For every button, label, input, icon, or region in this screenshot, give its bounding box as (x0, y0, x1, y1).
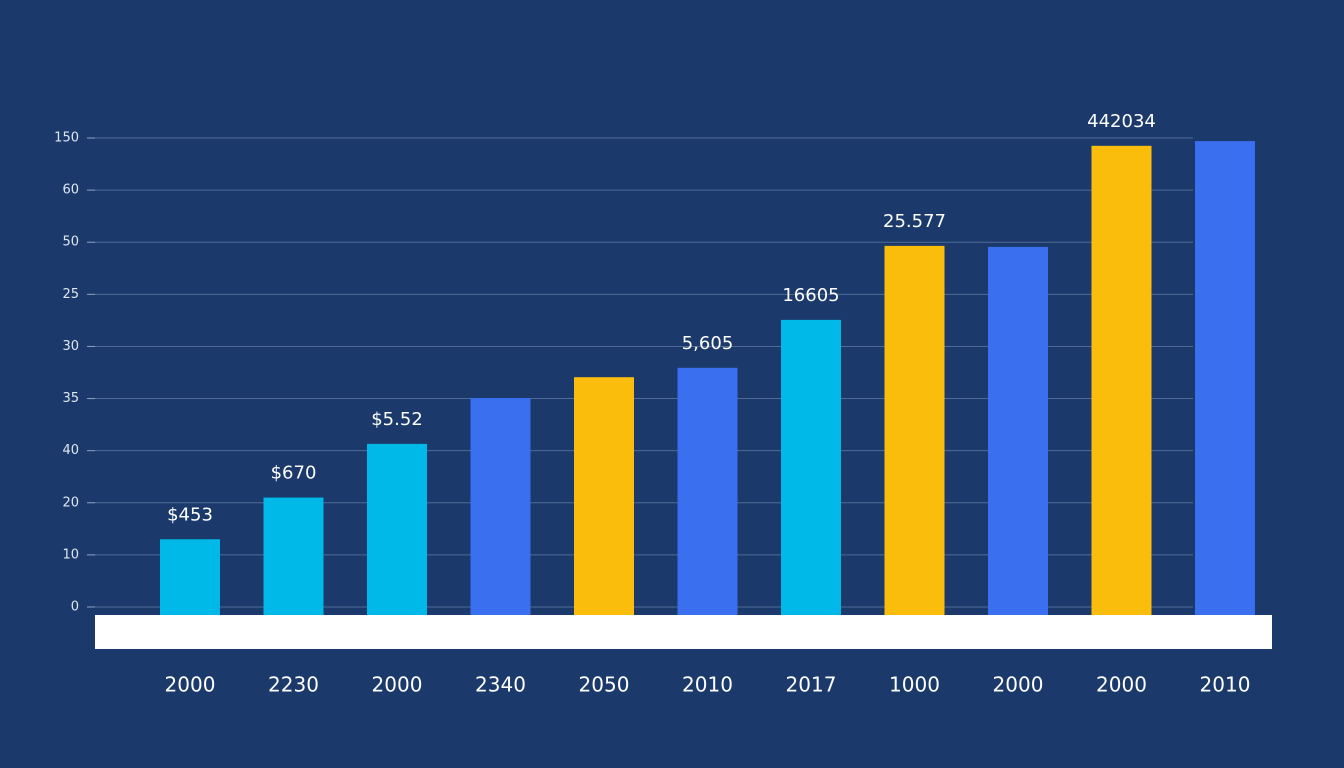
annotation: 5,605 (682, 333, 734, 354)
x-tick-label: 2000 (372, 673, 423, 697)
x-tick-label: 2017 (786, 673, 837, 697)
annotation: $670 (271, 463, 317, 484)
bar (1195, 141, 1255, 616)
y-tick-label: 25 (62, 287, 79, 302)
annotation: 25.577 (883, 211, 946, 232)
x-tick-label: 2000 (993, 673, 1044, 697)
annotation: 442034 (1087, 111, 1156, 132)
x-tick-label: 2050 (579, 673, 630, 697)
annotation: $5.52 (371, 409, 423, 430)
x-tick-label: 2000 (1096, 673, 1147, 697)
annotation: 16605 (782, 285, 839, 306)
bar (574, 377, 634, 615)
y-tick-label: 30 (62, 339, 79, 354)
y-tick-label: 150 (54, 131, 79, 146)
bar (988, 246, 1048, 615)
bar (884, 245, 945, 615)
y-tick-label: 0 (71, 600, 79, 615)
x-tick-label: 2010 (1200, 673, 1251, 697)
bar (781, 319, 841, 615)
bar (677, 367, 738, 615)
bar (1091, 145, 1152, 616)
x-tick-label: 2230 (268, 673, 319, 697)
y-tick-label: 35 (62, 391, 79, 406)
y-tick-label: 10 (62, 547, 79, 562)
bar (160, 539, 220, 615)
bar (470, 398, 531, 615)
bar (367, 443, 427, 615)
x-tick-label: 2010 (682, 673, 733, 697)
x-tick-label: 2000 (165, 673, 216, 697)
bar (263, 497, 324, 615)
annotation: $453 (167, 504, 213, 525)
y-tick-label: 60 (62, 183, 79, 198)
axis-band (95, 615, 1272, 649)
x-tick-label: 2340 (475, 673, 526, 697)
x-tick-label: 1000 (889, 673, 940, 697)
y-tick-label: 20 (62, 495, 79, 510)
y-tick-label: 40 (62, 443, 79, 458)
y-tick-label: 50 (62, 235, 79, 250)
